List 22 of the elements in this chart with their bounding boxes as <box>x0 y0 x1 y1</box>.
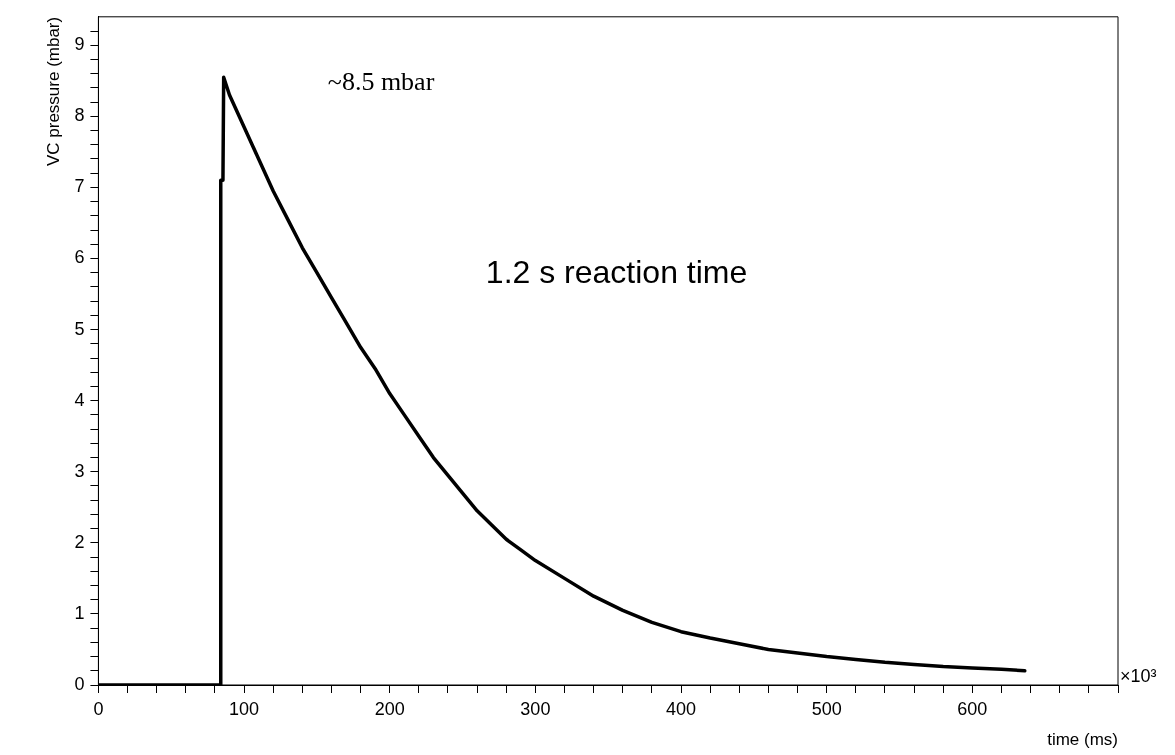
y-tick-label: 6 <box>74 247 85 268</box>
x-tick-label: 300 <box>520 698 551 719</box>
x-tick-label: 500 <box>811 698 842 719</box>
x-tick-label: 400 <box>666 698 697 719</box>
y-tick-label: 0 <box>74 673 85 694</box>
x-axis-title: time (ms) <box>1047 730 1118 750</box>
y-tick-label: 7 <box>74 176 85 197</box>
annotation: 1.2 s reaction time <box>485 253 748 290</box>
y-tick-label: 5 <box>74 318 85 339</box>
x-tick-label: 600 <box>957 698 988 719</box>
y-tick-label: 4 <box>74 389 85 410</box>
x-tick-label: 100 <box>229 698 260 719</box>
x-tick-label: 0 <box>93 698 104 719</box>
y-tick-label: 2 <box>74 531 85 552</box>
text: ×10³ <box>1120 665 1157 686</box>
x-tick-label: 200 <box>374 698 405 719</box>
y-tick-label: 8 <box>74 105 85 126</box>
y-axis-title: VC pressure (mbar) <box>43 16 63 167</box>
y-tick-label: 9 <box>74 34 85 55</box>
y-tick-label: 3 <box>74 460 85 481</box>
y-tick-label: 1 <box>74 602 85 623</box>
annotation: ~8.5 mbar <box>327 67 435 97</box>
